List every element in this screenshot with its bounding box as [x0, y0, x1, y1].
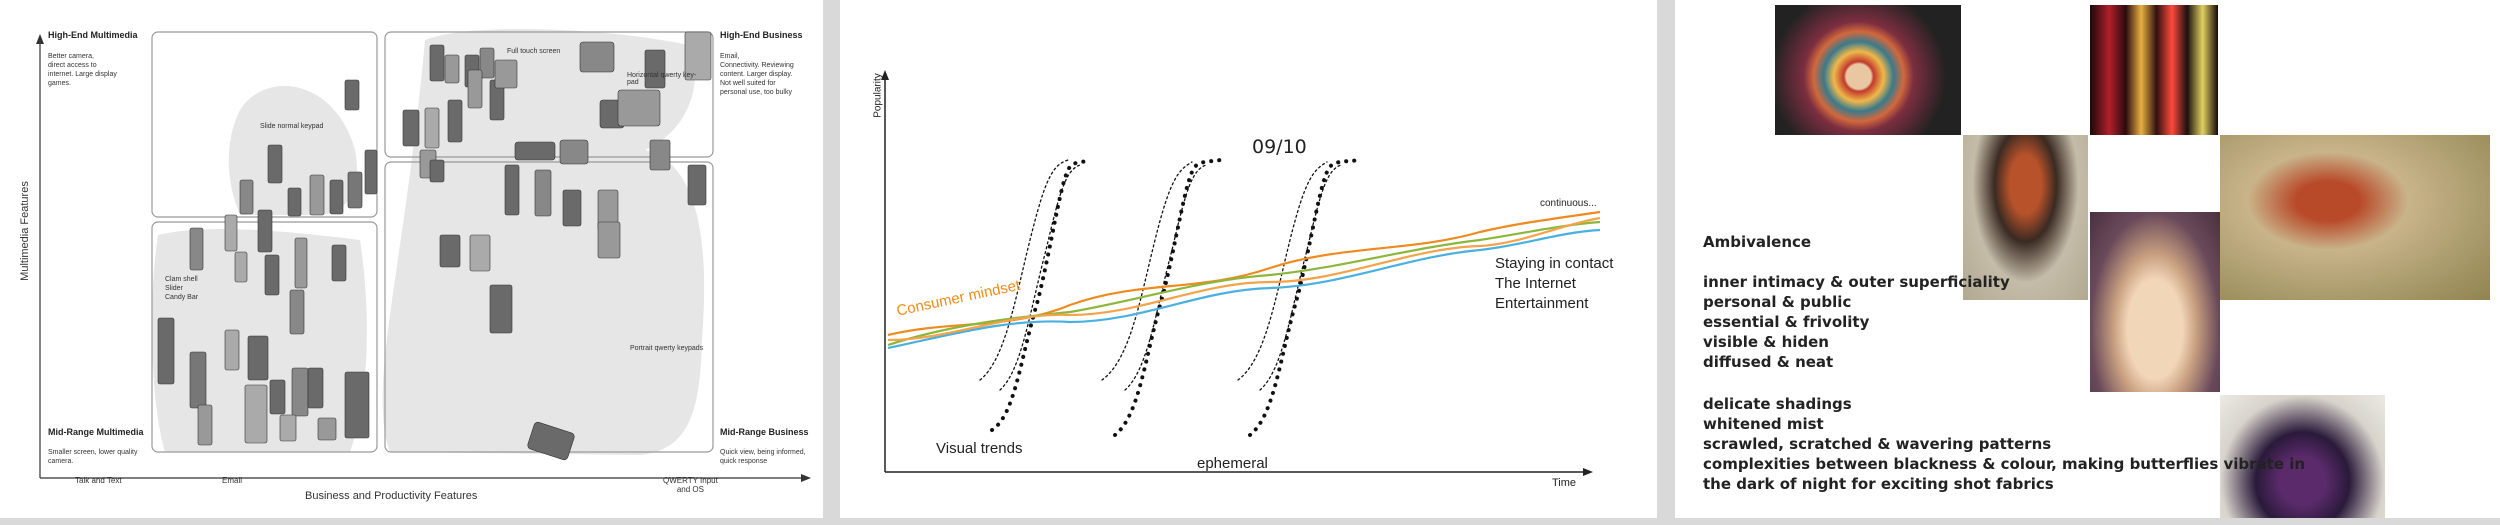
seg-line: Candy Bar	[165, 294, 199, 301]
visual-trends-label: Visual trends	[936, 440, 1023, 457]
colorful-swirl-dress-photo	[1775, 5, 1961, 135]
blue-line	[887, 228, 1601, 350]
staying-line: Entertainment	[1495, 295, 1589, 312]
wave-2-guide-b	[1124, 164, 1207, 391]
y-axis-arrow	[881, 70, 889, 80]
wave-3-main	[1248, 158, 1360, 437]
desc-line: direct access to	[48, 62, 97, 69]
list-item: delicate shadings	[1703, 395, 1852, 413]
portrait-qwerty-label: Portrait qwerty keypads	[630, 345, 704, 352]
phone-thumbnails	[157, 31, 712, 461]
x-tick-qwerty: QWERTY Input and OS	[663, 476, 718, 494]
full-touch-label: Full touch screen	[507, 48, 561, 55]
staying-line: The Internet	[1495, 275, 1576, 292]
texture-list: delicate shadings whitened mist scrawled…	[1703, 394, 2305, 494]
popularity-axis-label: Popularity	[872, 73, 884, 118]
staying-line: Staying in contact	[1495, 255, 1614, 272]
year-label: 09/10	[1252, 136, 1307, 158]
list-item: personal & public	[1703, 293, 1852, 311]
high-end-business-title: High-End Business	[720, 30, 803, 40]
consumer-lines	[887, 210, 1601, 350]
mid-range-business-desc: Quick view, being informed, quick respon…	[720, 448, 806, 466]
seg-line: Slider	[165, 285, 183, 292]
y-axis-arrow	[36, 34, 44, 44]
seg-line: Clam shell	[165, 276, 198, 283]
staying-in-contact-label: Staying in contact The Internet Entertai…	[1495, 254, 1613, 314]
clam-shell-label: Clam shell Slider Candy Bar	[165, 275, 198, 302]
list-item: complexities between blackness & colour,…	[1703, 455, 2306, 473]
seg-line: pad	[627, 79, 639, 86]
mid-range-business-title: Mid-Range Business	[720, 427, 809, 437]
trend-diagram-graphic	[881, 70, 1601, 476]
x-axis-label: Business and Productivity Features	[305, 490, 478, 502]
green-line	[887, 220, 1601, 347]
desc-line: Quick view, being informed,	[720, 449, 806, 456]
mid-range-multimedia-title: Mid-Range Multimedia	[48, 427, 144, 437]
desc-line: internet. Large display	[48, 71, 117, 78]
list-item: inner intimacy & outer superficiality	[1703, 273, 2010, 291]
mid-range-multimedia-desc: Smaller screen, lower quality camera.	[48, 448, 137, 466]
orange-line-2	[887, 216, 1601, 342]
ephemeral-label: ephemeral	[1197, 455, 1268, 472]
ambivalence-heading: Ambivalence	[1703, 233, 1812, 251]
wave-3-guide-a	[1237, 161, 1328, 381]
wave-2-main	[1113, 158, 1222, 437]
x-tick-talk: Talk and Text	[75, 476, 122, 485]
high-end-business-desc: Email, Connectivity. Reviewing content. …	[720, 52, 794, 97]
desc-line: camera.	[48, 458, 74, 465]
y-axis-label: Multimedia Features	[19, 181, 31, 281]
wave-2-guide-a	[1101, 161, 1193, 381]
desc-line: Connectivity. Reviewing	[720, 62, 794, 69]
high-end-multimedia-title: High-End Multimedia	[48, 30, 138, 40]
desc-line: content. Larger display.	[720, 71, 793, 78]
x-axis-arrow	[801, 474, 811, 482]
red-hair-misty-photo	[2220, 135, 2490, 300]
list-item: essential & frivolity	[1703, 313, 1870, 331]
desc-line: Smaller screen, lower quality	[48, 449, 138, 456]
wave-1-guide-b	[999, 164, 1081, 391]
time-axis-label: Time	[1552, 477, 1577, 489]
market-map-graphic	[36, 29, 811, 482]
runway-gowns-photo	[2220, 395, 2385, 518]
desc-line: Not well suited for	[720, 80, 776, 87]
orange-line	[887, 210, 1601, 337]
slide-keypad-label: Slide normal keypad	[260, 123, 324, 130]
wave-3-guide-b	[1259, 164, 1342, 391]
x-axis-arrow	[1583, 468, 1593, 476]
phone-market-map-panel: High-End Multimedia Better camera, direc…	[0, 0, 823, 518]
tick-line: and OS	[676, 485, 704, 494]
desc-line: quick response	[720, 458, 768, 465]
business-blob	[382, 29, 705, 455]
list-item: visible & hiden	[1703, 333, 1829, 351]
list-item: diffused & neat	[1703, 353, 1834, 371]
desc-line: Better camera,	[48, 53, 94, 60]
desc-line: Email,	[720, 53, 740, 60]
horizontal-qwerty-label: Horizontal qwerty key- pad	[627, 72, 696, 86]
moodboard-panel: Ambivalence inner intimacy & outer super…	[1675, 0, 2500, 518]
high-end-multimedia-desc: Better camera, direct access to internet…	[48, 52, 117, 88]
list-item: scrawled, scratched & wavering patterns	[1703, 435, 2052, 453]
trend-diagram-panel: 09/10 continuous... Consumer mindset Sta…	[840, 0, 1657, 518]
seg-line: Horizontal qwerty key-	[627, 72, 697, 79]
high-end-multimedia-blob	[228, 86, 357, 215]
continuous-label: continuous...	[1540, 198, 1597, 209]
trend-waves	[979, 158, 1360, 437]
red-hair-model-photo	[1963, 135, 2088, 300]
wave-1-guide-a	[979, 159, 1069, 381]
list-item: whitened mist	[1703, 415, 1824, 433]
neon-city-night-photo	[2090, 5, 2218, 135]
feather-dress-photo	[2090, 212, 2220, 392]
desc-line: personal use, too bulky	[720, 89, 792, 96]
desc-line: games.	[48, 80, 71, 87]
tick-line: QWERTY Input	[663, 476, 718, 485]
contrast-list: inner intimacy & outer superficiality pe…	[1703, 272, 2010, 372]
x-tick-email: Email	[222, 476, 243, 485]
list-item: the dark of night for exciting shot fabr…	[1703, 475, 2054, 493]
